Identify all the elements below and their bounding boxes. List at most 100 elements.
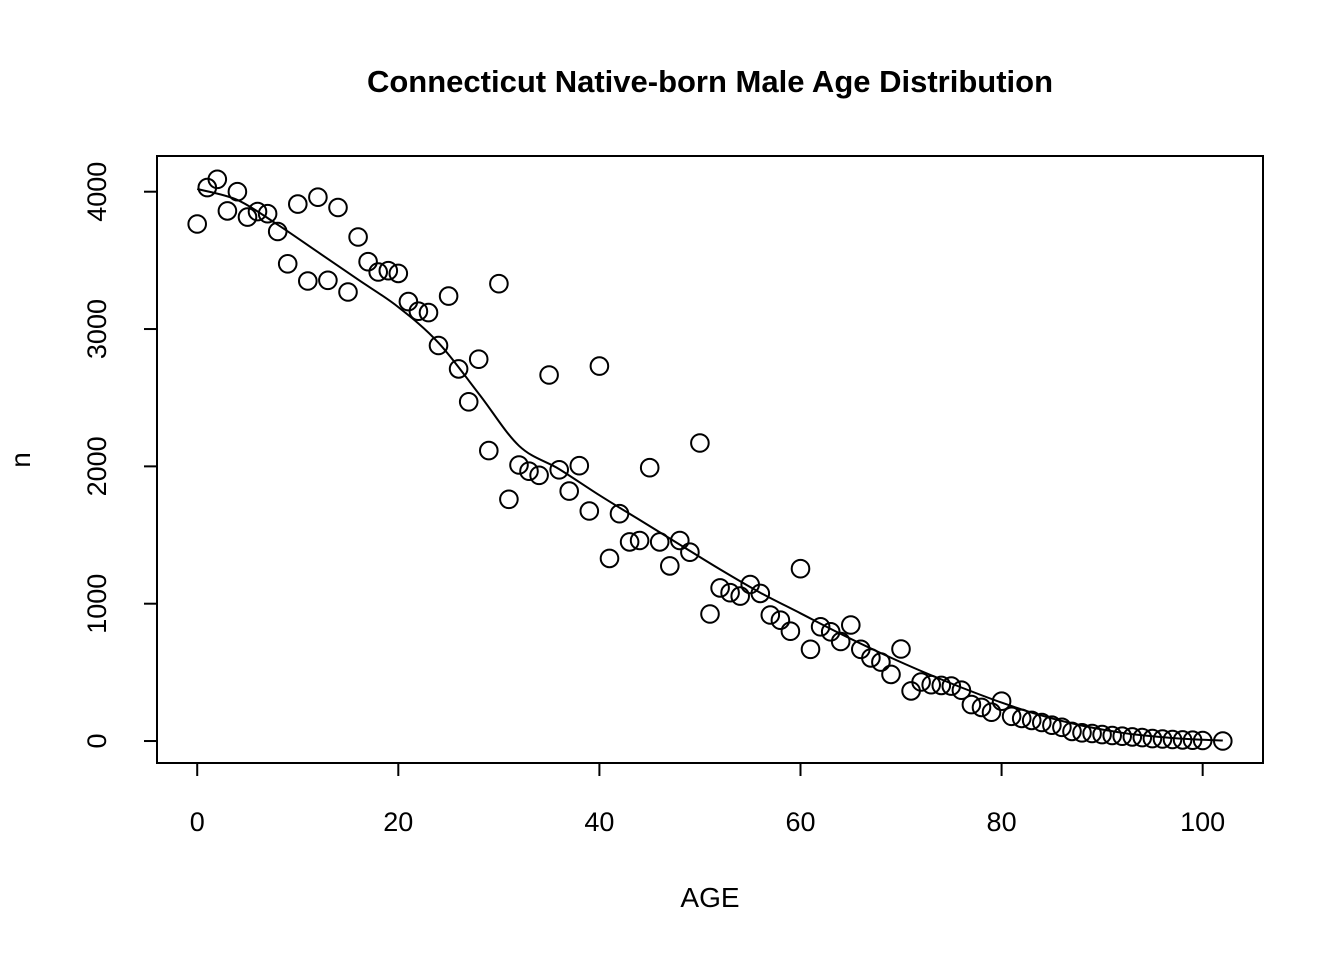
data-point bbox=[569, 455, 590, 476]
data-point bbox=[750, 583, 771, 604]
data-point bbox=[529, 465, 549, 486]
data-point bbox=[629, 530, 650, 551]
data-point bbox=[1082, 723, 1102, 744]
data-point bbox=[1052, 717, 1072, 738]
data-point bbox=[298, 271, 318, 291]
data-point bbox=[509, 455, 529, 475]
data-point bbox=[1062, 721, 1082, 742]
x-axis-label: AGE bbox=[680, 882, 739, 913]
data-point bbox=[247, 201, 268, 222]
data-point bbox=[468, 349, 489, 370]
x-tick-label: 80 bbox=[987, 807, 1017, 837]
data-point bbox=[1032, 712, 1052, 733]
y-axis-label: n bbox=[5, 452, 36, 468]
x-tick-label: 20 bbox=[383, 807, 413, 837]
data-point bbox=[609, 503, 630, 524]
data-point bbox=[921, 674, 942, 695]
loess-curve bbox=[196, 188, 1223, 742]
data-point bbox=[398, 291, 419, 312]
data-point bbox=[690, 433, 710, 453]
data-point bbox=[378, 260, 399, 281]
data-point bbox=[1132, 727, 1153, 748]
data-point bbox=[1182, 730, 1203, 751]
data-point bbox=[891, 639, 911, 659]
data-point bbox=[810, 617, 831, 637]
data-point bbox=[539, 365, 559, 385]
data-point bbox=[318, 270, 338, 291]
data-point bbox=[981, 702, 1002, 723]
data-point bbox=[499, 489, 519, 510]
data-point bbox=[207, 169, 228, 190]
y-axis-ticks: 0 1000 2000 3000 4000 bbox=[82, 162, 157, 749]
x-tick-label: 60 bbox=[785, 807, 815, 837]
data-point bbox=[971, 697, 992, 718]
data-point bbox=[951, 680, 972, 701]
data-point bbox=[841, 615, 861, 635]
data-point bbox=[780, 621, 801, 642]
x-axis-ticks: 0 20 40 60 80 100 bbox=[190, 763, 1225, 837]
data-point bbox=[710, 578, 730, 598]
x-tick-label: 40 bbox=[584, 807, 614, 837]
data-point bbox=[408, 301, 429, 322]
data-point bbox=[549, 460, 570, 480]
data-point bbox=[881, 664, 901, 685]
data-point bbox=[187, 214, 207, 234]
data-point bbox=[1213, 731, 1233, 751]
data-points bbox=[187, 169, 1233, 751]
y-tick-label: 1000 bbox=[82, 574, 112, 634]
data-point bbox=[619, 532, 640, 552]
data-point bbox=[670, 530, 690, 551]
data-point bbox=[941, 676, 962, 696]
data-point bbox=[1042, 715, 1062, 736]
data-point bbox=[680, 542, 700, 563]
data-point bbox=[1072, 723, 1092, 743]
data-point bbox=[257, 203, 278, 224]
data-point bbox=[448, 359, 469, 379]
data-point bbox=[489, 273, 509, 294]
data-point bbox=[871, 652, 891, 672]
data-point bbox=[338, 282, 358, 302]
data-point bbox=[770, 610, 791, 631]
data-point bbox=[348, 227, 368, 247]
data-point bbox=[358, 251, 378, 272]
data-point bbox=[1021, 710, 1042, 731]
data-point bbox=[830, 631, 851, 652]
y-tick-label: 3000 bbox=[82, 299, 112, 359]
data-point bbox=[237, 207, 258, 227]
data-point bbox=[388, 263, 409, 284]
data-point bbox=[1112, 726, 1132, 747]
chart-title: Connecticut Native-born Male Age Distrib… bbox=[367, 64, 1053, 99]
data-point bbox=[961, 694, 982, 715]
data-point bbox=[599, 548, 620, 569]
y-tick-label: 4000 bbox=[82, 162, 112, 222]
data-point bbox=[1192, 730, 1213, 751]
data-point bbox=[217, 201, 238, 221]
data-point bbox=[639, 457, 660, 478]
data-point bbox=[790, 558, 811, 579]
data-point bbox=[559, 481, 580, 501]
data-point bbox=[720, 582, 740, 603]
data-point bbox=[328, 197, 348, 218]
data-point bbox=[458, 392, 479, 412]
data-point bbox=[649, 532, 670, 552]
data-point bbox=[931, 675, 952, 696]
data-point bbox=[1102, 725, 1122, 746]
data-point bbox=[861, 648, 881, 668]
data-point bbox=[288, 194, 308, 214]
x-tick-label: 0 bbox=[190, 807, 205, 837]
plot-box bbox=[156, 155, 1264, 764]
data-point bbox=[700, 604, 720, 624]
data-point bbox=[438, 286, 459, 306]
data-point bbox=[1162, 729, 1183, 750]
data-point bbox=[579, 501, 600, 521]
data-point bbox=[991, 691, 1012, 712]
data-point bbox=[800, 639, 821, 660]
data-point bbox=[277, 253, 298, 274]
data-point bbox=[1011, 708, 1032, 729]
data-point bbox=[1152, 729, 1173, 749]
y-tick-label: 2000 bbox=[82, 436, 112, 496]
data-point bbox=[267, 221, 288, 242]
data-point bbox=[227, 181, 248, 202]
